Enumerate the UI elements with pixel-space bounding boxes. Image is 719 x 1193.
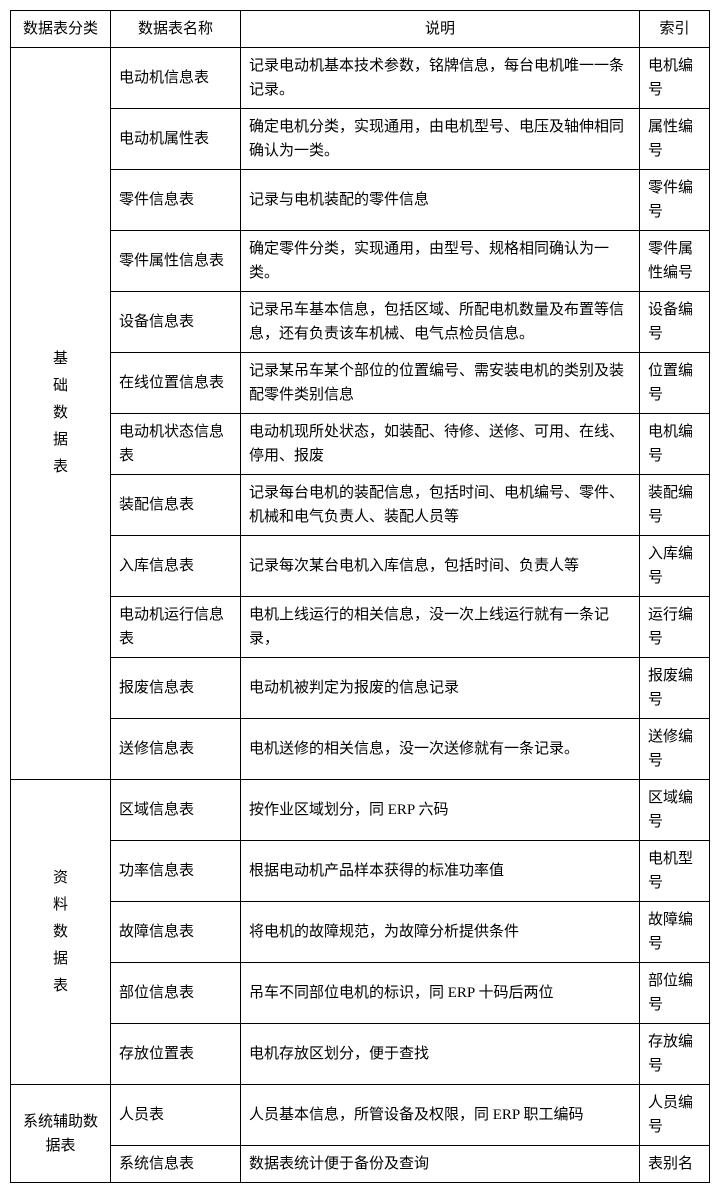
desc-cell: 电动机被判定为报废的信息记录 xyxy=(241,658,640,719)
name-cell: 故障信息表 xyxy=(111,902,241,963)
index-cell: 位置编号 xyxy=(640,353,710,414)
desc-cell: 确定零件分类，实现通用，由型号、规格相同确认为一类。 xyxy=(241,231,640,292)
table-row: 电动机状态信息表电动机现所处状态，如装配、待修、送修、可用、在线、停用、报废电机… xyxy=(11,414,710,475)
table-row: 基础数据表电动机信息表记录电动机基本技术参数，铭牌信息，每台电机唯一一条记录。电… xyxy=(11,48,710,109)
name-cell: 部位信息表 xyxy=(111,963,241,1024)
table-row: 装配信息表记录每台电机的装配信息，包括时间、电机编号、零件、机械和电气负责人、装… xyxy=(11,475,710,536)
desc-cell: 记录电动机基本技术参数，铭牌信息，每台电机唯一一条记录。 xyxy=(241,48,640,109)
index-cell: 送修编号 xyxy=(640,719,710,780)
index-cell: 零件属性编号 xyxy=(640,231,710,292)
category-cell: 资料数据表 xyxy=(11,780,111,1085)
col-header-name: 数据表名称 xyxy=(111,11,241,48)
name-cell: 区域信息表 xyxy=(111,780,241,841)
index-cell: 电机编号 xyxy=(640,48,710,109)
name-cell: 功率信息表 xyxy=(111,841,241,902)
desc-cell: 记录某吊车某个部位的位置编号、需安装电机的类别及装配零件类别信息 xyxy=(241,353,640,414)
name-cell: 存放位置表 xyxy=(111,1024,241,1085)
category-label: 基础数据表 xyxy=(53,346,68,481)
desc-cell: 记录每台电机的装配信息，包括时间、电机编号、零件、机械和电气负责人、装配人员等 xyxy=(241,475,640,536)
table-row: 部位信息表吊车不同部位电机的标识，同 ERP 十码后两位部位编号 xyxy=(11,963,710,1024)
category-cell: 基础数据表 xyxy=(11,48,111,780)
name-cell: 装配信息表 xyxy=(111,475,241,536)
desc-cell: 记录吊车基本信息，包括区域、所配电机数量及布置等信息，还有负责该车机械、电气点检… xyxy=(241,292,640,353)
table-row: 入库信息表记录每次某台电机入库信息，包括时间、负责人等入库编号 xyxy=(11,536,710,597)
desc-cell: 将电机的故障规范，为故障分析提供条件 xyxy=(241,902,640,963)
index-cell: 运行编号 xyxy=(640,597,710,658)
index-cell: 报废编号 xyxy=(640,658,710,719)
index-cell: 属性编号 xyxy=(640,109,710,170)
desc-cell: 根据电动机产品样本获得的标准功率值 xyxy=(241,841,640,902)
desc-cell: 电机上线运行的相关信息，没一次上线运行就有一条记录， xyxy=(241,597,640,658)
table-row: 在线位置信息表记录某吊车某个部位的位置编号、需安装电机的类别及装配零件类别信息位… xyxy=(11,353,710,414)
col-header-desc: 说明 xyxy=(241,11,640,48)
name-cell: 电动机状态信息表 xyxy=(111,414,241,475)
table-row: 零件信息表记录与电机装配的零件信息零件编号 xyxy=(11,170,710,231)
index-cell: 存放编号 xyxy=(640,1024,710,1085)
name-cell: 设备信息表 xyxy=(111,292,241,353)
index-cell: 电机型号 xyxy=(640,841,710,902)
table-row: 存放位置表电机存放区划分，便于查找存放编号 xyxy=(11,1024,710,1085)
index-cell: 入库编号 xyxy=(640,536,710,597)
desc-cell: 记录每次某台电机入库信息，包括时间、负责人等 xyxy=(241,536,640,597)
index-cell: 人员编号 xyxy=(640,1085,710,1146)
name-cell: 电动机属性表 xyxy=(111,109,241,170)
table-row: 电动机运行信息表电机上线运行的相关信息，没一次上线运行就有一条记录，运行编号 xyxy=(11,597,710,658)
table-row: 报废信息表电动机被判定为报废的信息记录报废编号 xyxy=(11,658,710,719)
desc-cell: 电机送修的相关信息，没一次送修就有一条记录。 xyxy=(241,719,640,780)
table-row: 电动机属性表确定电机分类，实现通用，由电机型号、电压及轴伸相同确认为一类。属性编… xyxy=(11,109,710,170)
table-body: 基础数据表电动机信息表记录电动机基本技术参数，铭牌信息，每台电机唯一一条记录。电… xyxy=(11,48,710,1183)
desc-cell: 吊车不同部位电机的标识，同 ERP 十码后两位 xyxy=(241,963,640,1024)
name-cell: 系统信息表 xyxy=(111,1146,241,1183)
desc-cell: 记录与电机装配的零件信息 xyxy=(241,170,640,231)
name-cell: 零件属性信息表 xyxy=(111,231,241,292)
table-row: 功率信息表根据电动机产品样本获得的标准功率值电机型号 xyxy=(11,841,710,902)
name-cell: 报废信息表 xyxy=(111,658,241,719)
table-row: 零件属性信息表确定零件分类，实现通用，由型号、规格相同确认为一类。零件属性编号 xyxy=(11,231,710,292)
category-label: 资料数据表 xyxy=(53,865,68,1000)
name-cell: 零件信息表 xyxy=(111,170,241,231)
index-cell: 设备编号 xyxy=(640,292,710,353)
name-cell: 入库信息表 xyxy=(111,536,241,597)
desc-cell: 人员基本信息，所管设备及权限，同 ERP 职工编码 xyxy=(241,1085,640,1146)
desc-cell: 数据表统计便于备份及查询 xyxy=(241,1146,640,1183)
index-cell: 电机编号 xyxy=(640,414,710,475)
table-row: 设备信息表记录吊车基本信息，包括区域、所配电机数量及布置等信息，还有负责该车机械… xyxy=(11,292,710,353)
table-row: 系统信息表数据表统计便于备份及查询表别名 xyxy=(11,1146,710,1183)
name-cell: 电动机信息表 xyxy=(111,48,241,109)
table-row: 资料数据表区域信息表按作业区域划分，同 ERP 六码区域编号 xyxy=(11,780,710,841)
desc-cell: 按作业区域划分，同 ERP 六码 xyxy=(241,780,640,841)
index-cell: 零件编号 xyxy=(640,170,710,231)
table-row: 故障信息表将电机的故障规范，为故障分析提供条件故障编号 xyxy=(11,902,710,963)
data-tables-table: 数据表分类 数据表名称 说明 索引 基础数据表电动机信息表记录电动机基本技术参数… xyxy=(10,10,710,1183)
desc-cell: 电机存放区划分，便于查找 xyxy=(241,1024,640,1085)
category-cell: 系统辅助数据表 xyxy=(11,1085,111,1183)
name-cell: 送修信息表 xyxy=(111,719,241,780)
desc-cell: 电动机现所处状态，如装配、待修、送修、可用、在线、停用、报废 xyxy=(241,414,640,475)
desc-cell: 确定电机分类，实现通用，由电机型号、电压及轴伸相同确认为一类。 xyxy=(241,109,640,170)
name-cell: 电动机运行信息表 xyxy=(111,597,241,658)
index-cell: 区域编号 xyxy=(640,780,710,841)
index-cell: 部位编号 xyxy=(640,963,710,1024)
col-header-index: 索引 xyxy=(640,11,710,48)
name-cell: 人员表 xyxy=(111,1085,241,1146)
table-row: 送修信息表电机送修的相关信息，没一次送修就有一条记录。送修编号 xyxy=(11,719,710,780)
table-row: 系统辅助数据表人员表人员基本信息，所管设备及权限，同 ERP 职工编码人员编号 xyxy=(11,1085,710,1146)
table-header-row: 数据表分类 数据表名称 说明 索引 xyxy=(11,11,710,48)
index-cell: 故障编号 xyxy=(640,902,710,963)
name-cell: 在线位置信息表 xyxy=(111,353,241,414)
col-header-category: 数据表分类 xyxy=(11,11,111,48)
index-cell: 表别名 xyxy=(640,1146,710,1183)
index-cell: 装配编号 xyxy=(640,475,710,536)
